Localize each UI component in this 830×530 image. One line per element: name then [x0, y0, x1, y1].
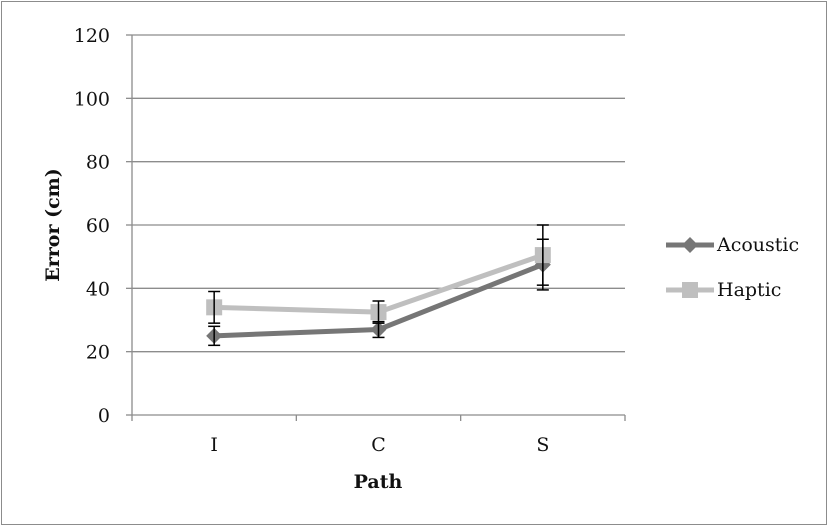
y-tick-label: 80 — [86, 152, 110, 174]
y-tick-label: 120 — [74, 25, 110, 47]
legend-label: Acoustic — [716, 234, 799, 256]
legend-marker — [682, 237, 698, 253]
x-tick-label: I — [210, 434, 218, 456]
y-tick-label: 0 — [98, 405, 110, 427]
axes — [126, 34, 626, 421]
legend: Acoustic Haptic — [666, 234, 799, 301]
legend-label: Haptic — [717, 279, 781, 301]
y-tick-label: 60 — [86, 215, 110, 237]
y-tick-label: 20 — [86, 342, 110, 364]
y-tick-label: 40 — [86, 278, 110, 300]
gridlines — [132, 34, 625, 353]
series — [206, 224, 551, 347]
y-tick-label: 100 — [74, 88, 110, 110]
y-tick-labels: 0 20 40 60 80 100 120 — [74, 25, 110, 427]
x-tick-label: C — [371, 434, 386, 456]
legend-marker — [682, 282, 698, 298]
y-axis-title: Error (cm) — [42, 168, 64, 281]
x-axis-title: Path — [354, 471, 403, 493]
x-tick-label: S — [536, 434, 549, 456]
